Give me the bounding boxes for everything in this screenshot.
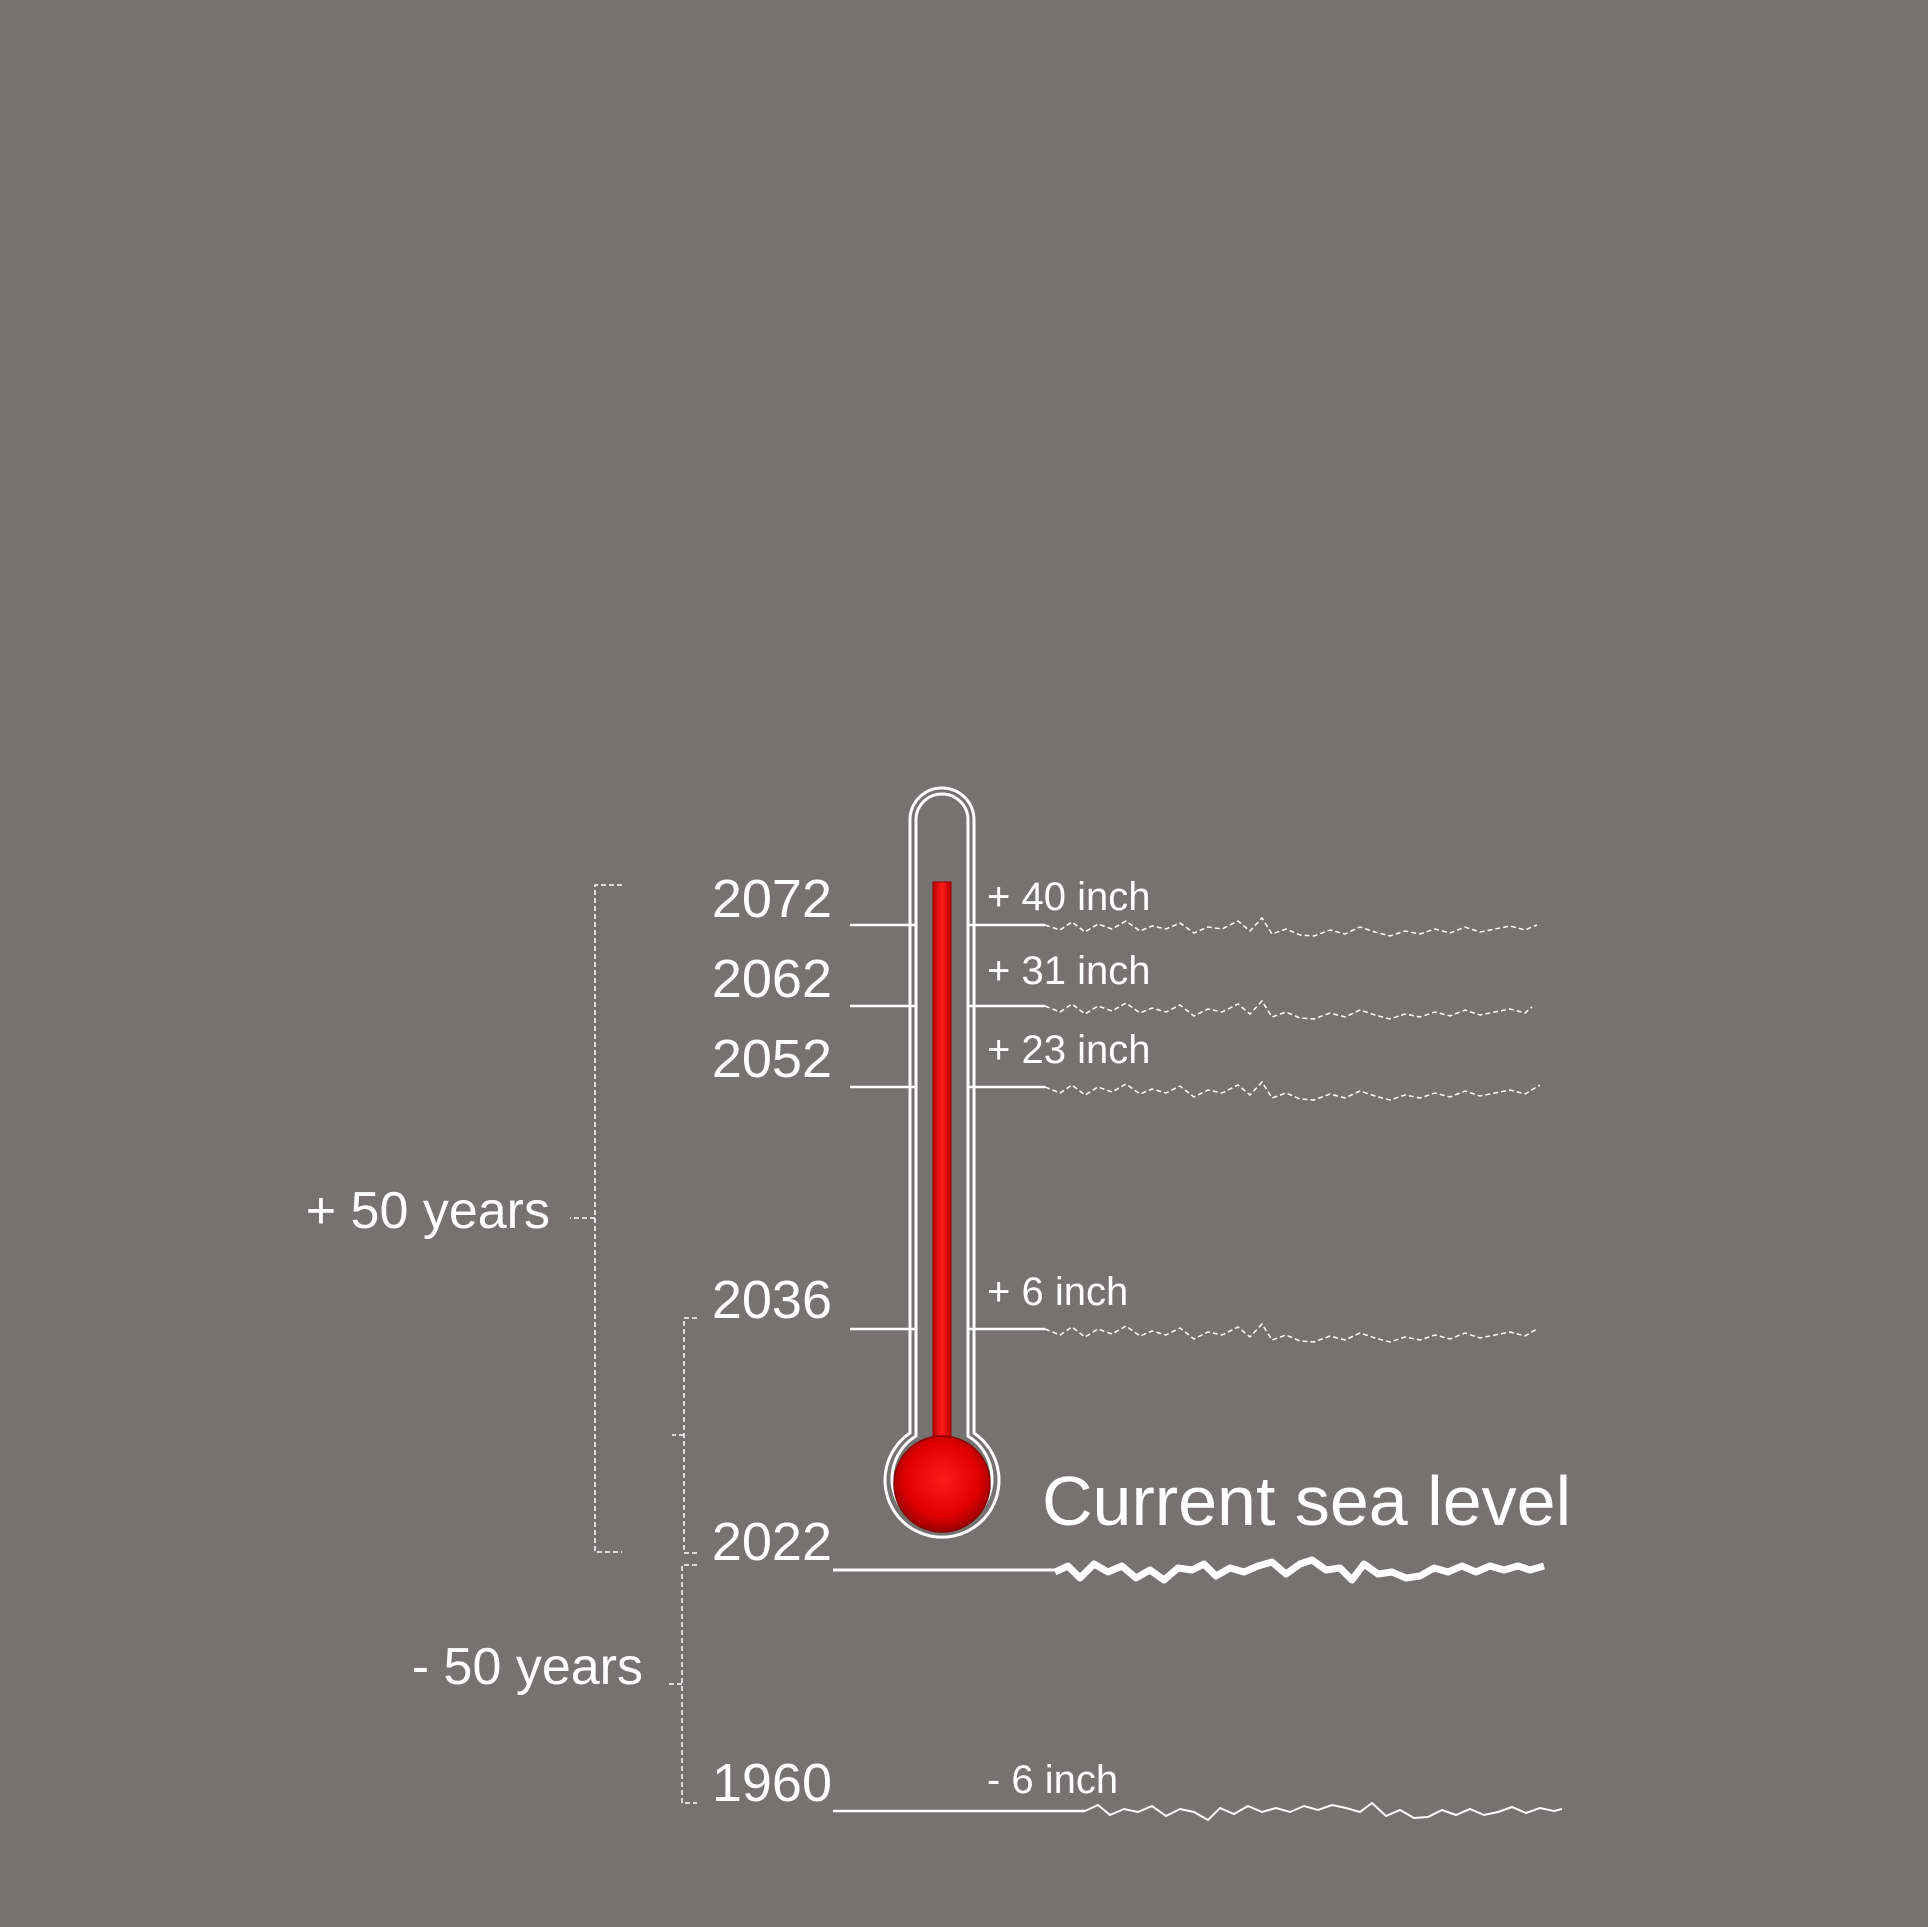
year-label: 2022 (712, 1512, 832, 1572)
projected-wave (1044, 1322, 1538, 1343)
future-bracket: + 50 years (306, 884, 622, 1553)
past-wave (1084, 1801, 1563, 1822)
year-label: 2062 (712, 949, 832, 1009)
thermometer-outer-outline (883, 786, 1001, 1539)
thermometer-bulb (893, 1435, 991, 1533)
year-label: 2036 (712, 1270, 832, 1330)
recent-bracket (672, 1317, 697, 1554)
past-bracket: - 50 years (412, 1564, 697, 1804)
rise-label: + 23 inch (987, 1028, 1150, 1072)
current-sea-level-label: Current sea level (1042, 1462, 1571, 1540)
year-label: 2072 (712, 869, 832, 929)
rise-label: + 6 inch (987, 1270, 1128, 1314)
level-2072: 2072 + 40 inch (712, 869, 1538, 937)
thermometer-mercury-column (932, 881, 952, 1451)
thermometer-icon (883, 786, 1001, 1539)
rise-label: - 6 inch (987, 1758, 1118, 1802)
year-label: 1960 (712, 1753, 832, 1813)
recent-bracket-line (672, 1317, 697, 1554)
future-bracket-label: + 50 years (306, 1182, 550, 1240)
rise-label: + 40 inch (987, 875, 1150, 919)
level-1960: 1960 - 6 inch (712, 1753, 1563, 1822)
level-2022-current: 2022 Current sea level (712, 1462, 1571, 1584)
projected-wave (1044, 1080, 1541, 1101)
past-bracket-line (668, 1564, 697, 1804)
projected-wave (1044, 916, 1538, 937)
current-wave (1053, 1556, 1545, 1584)
past-bracket-label: - 50 years (412, 1638, 643, 1696)
rise-label: + 31 inch (987, 949, 1150, 993)
level-2062: 2062 + 31 inch (712, 949, 1533, 1020)
year-label: 2052 (712, 1029, 832, 1089)
projected-wave (1044, 999, 1533, 1020)
level-2052: 2052 + 23 inch (712, 1028, 1541, 1101)
level-2036: 2036 + 6 inch (712, 1270, 1538, 1343)
future-bracket-line (570, 884, 622, 1553)
